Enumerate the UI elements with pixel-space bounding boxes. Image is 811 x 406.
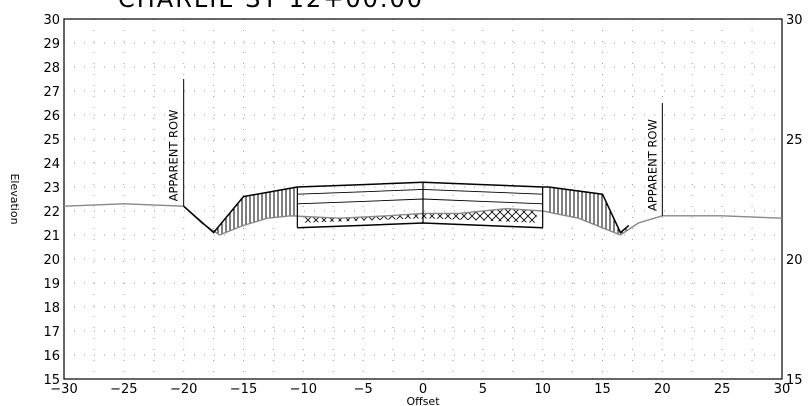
y-tick-label: 30 xyxy=(43,13,60,28)
right-axis-ticks: 15 20 25 30 xyxy=(786,13,803,388)
y-tick-label: 26 xyxy=(43,109,60,124)
section-title: CHARLIE ST 12+00.00 xyxy=(118,0,424,13)
y-tick-label: 24 xyxy=(43,157,60,172)
left-embankment-hatch xyxy=(183,187,298,235)
x-tick-label: −10 xyxy=(290,382,317,397)
x-tick-label: 5 xyxy=(479,382,487,397)
y-tick-label: 23 xyxy=(43,181,60,196)
pavement-layer-2 xyxy=(297,198,543,205)
right-tick-label: 25 xyxy=(786,133,803,148)
y-tick-label: 27 xyxy=(43,85,60,100)
x-tick-label: 0 xyxy=(419,382,427,397)
y-tick-label: 22 xyxy=(43,205,60,220)
right-embankment-hatch xyxy=(548,187,629,235)
row-label-right: APPARENT ROW xyxy=(645,119,659,211)
y-tick-label: 17 xyxy=(43,325,60,340)
x-tick-label: 25 xyxy=(714,382,731,397)
y-axis-label: Elevation xyxy=(8,173,21,224)
y-tick-label: 21 xyxy=(43,229,60,244)
y-axis-ticks: 15 16 17 18 19 20 21 22 23 24 25 26 27 28 29 30 xyxy=(43,13,60,388)
y-tick-label: 28 xyxy=(43,61,60,76)
row-label-left: APPARENT ROW xyxy=(167,110,181,202)
y-tick-label: 15 xyxy=(43,373,60,388)
right-tick-label: 20 xyxy=(786,253,803,268)
y-tick-label: 29 xyxy=(43,37,60,52)
right-tick-label: 30 xyxy=(786,13,803,28)
x-tick-label: −20 xyxy=(170,382,197,397)
x-tick-label: 15 xyxy=(594,382,611,397)
finished-grade-line xyxy=(183,181,630,234)
x-tick-label: 20 xyxy=(654,382,671,397)
right-tick-label: 15 xyxy=(786,373,803,388)
x-tick-label: −25 xyxy=(110,382,137,397)
subgrade-bottom-line xyxy=(297,222,543,229)
x-tick-label: −30 xyxy=(50,382,77,397)
y-tick-label: 19 xyxy=(43,277,60,292)
y-tick-label: 25 xyxy=(43,133,60,148)
x-tick-label: −5 xyxy=(354,382,373,397)
x-axis-label: Offset xyxy=(406,395,440,406)
subbase-crosshatch xyxy=(303,208,537,223)
section-vertical-lines xyxy=(296,182,544,228)
x-tick-label: 10 xyxy=(534,382,551,397)
y-tick-label: 16 xyxy=(43,349,60,364)
x-tick-label: −15 xyxy=(230,382,257,397)
pavement-layer-1 xyxy=(297,188,543,195)
y-tick-label: 18 xyxy=(43,301,60,316)
y-tick-label: 20 xyxy=(43,253,60,268)
x-tick-label: 30 xyxy=(774,382,791,397)
plot-frame xyxy=(63,18,783,380)
x-axis-ticks: −30 −25 −20 −15 −10 −5 0 5 10 15 20 25 30 xyxy=(50,382,790,397)
